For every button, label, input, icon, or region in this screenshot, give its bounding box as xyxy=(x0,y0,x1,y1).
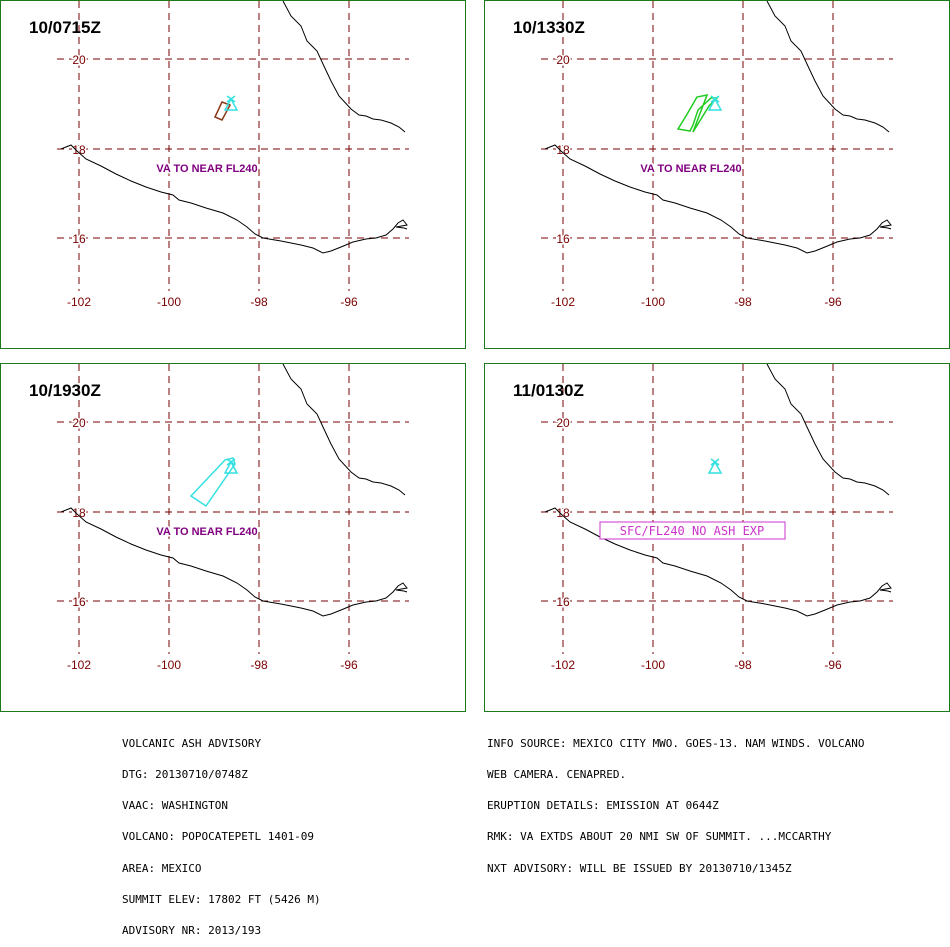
lat-label: 20 xyxy=(556,416,570,430)
advisory-line: VOLCANO: POPOCATEPETL 1401-09 xyxy=(122,830,315,844)
panel-title: 11/0130Z xyxy=(513,381,584,400)
volcano-icon xyxy=(707,460,723,474)
lat-label: 16 xyxy=(556,595,570,609)
advisory-line: NXT ADVISORY: WILL BE ISSUED BY 20130710… xyxy=(487,861,792,875)
advisory-line: VAAC: WASHINGTON xyxy=(122,799,228,813)
lon-label: -96 xyxy=(340,658,358,672)
map-canvas-2: 20 18 16 -102 -100 -98 -96 VA TO NEAR FL240 xyxy=(541,1,893,309)
lon-label: -96 xyxy=(824,658,842,672)
advisory-line: DTG: 20130710/0748Z xyxy=(122,768,248,782)
panel-title: 10/1930Z xyxy=(29,381,101,400)
lon-label: -96 xyxy=(340,295,358,309)
coastline-gulf xyxy=(282,364,406,496)
advisory-line: ADVISORY NR: 2013/193 xyxy=(122,924,262,938)
advisory-line: ERUPTION DETAILS: EMISSION AT 0644Z xyxy=(487,799,719,813)
advisory-line: RMK: VA EXTDS ABOUT 20 NMI SW OF SUMMIT.… xyxy=(487,830,832,844)
lat-label: 16 xyxy=(72,595,86,609)
panel-title: 10/0715Z xyxy=(29,18,101,37)
lon-label: -98 xyxy=(734,658,752,672)
map-canvas-4: 20 18 16 -102 -100 -98 -96 SFC/FL240 NO ASH EXP xyxy=(541,364,893,672)
ash-polygon xyxy=(676,93,719,133)
map-panel-2: 20 18 16 -102 -100 -98 -96 VA TO NEAR FL240 10/… xyxy=(484,0,950,349)
volcano-icon xyxy=(223,460,239,474)
lat-label: 18 xyxy=(72,506,86,520)
lat-label: 20 xyxy=(556,53,570,67)
advisory-left-text: VOLCANIC ASH ADVISORY DTG: 20130710/0748… xyxy=(122,718,321,947)
coastline-pacific xyxy=(60,144,408,254)
volcano-icon xyxy=(226,95,236,103)
map-panel-1: 20 18 16 -102 -100 -98 -96 VA TO NEAR FL240 10/… xyxy=(0,0,466,349)
lon-label: -100 xyxy=(641,658,665,672)
advisory-line: SUMMIT ELEV: 17802 FT (5426 M) xyxy=(122,892,321,906)
advisory-line: VOLCANIC ASH ADVISORY xyxy=(122,736,262,750)
volcano-icon xyxy=(707,97,723,111)
lon-label: -96 xyxy=(824,295,842,309)
ash-polygon xyxy=(189,457,236,508)
map-canvas-3: 20 18 16 -102 -100 -98 -96 VA TO NEAR FL240 xyxy=(57,364,409,672)
map-panel-4: 20 18 16 -102 -100 -98 -96 SFC/FL240 NO ASH EXP… xyxy=(484,363,950,712)
lat-label: 20 xyxy=(72,416,86,430)
coastline-gulf xyxy=(766,1,890,133)
coastline-pacific xyxy=(544,144,892,254)
va-label: VA TO NEAR FL240 xyxy=(156,526,257,538)
lat-label: 20 xyxy=(72,53,86,67)
coastline-pacific xyxy=(60,507,408,617)
lon-label: -98 xyxy=(734,295,752,309)
lat-label: 16 xyxy=(72,232,86,246)
coastline-gulf xyxy=(766,364,890,496)
label-box xyxy=(599,521,786,540)
lon-label: -100 xyxy=(641,295,665,309)
volcano-icon xyxy=(223,97,239,111)
coastline-gulf xyxy=(282,1,406,133)
volcano-icon xyxy=(226,458,236,466)
lon-label: -98 xyxy=(250,658,268,672)
lon-label: -100 xyxy=(157,658,181,672)
lon-label: -102 xyxy=(67,295,91,309)
va-label: VA TO NEAR FL240 xyxy=(640,163,741,175)
lat-label: 18 xyxy=(556,143,570,157)
lon-label: -100 xyxy=(157,295,181,309)
advisory-line: INFO SOURCE: MEXICO CITY MWO. GOES-13. N… xyxy=(487,736,865,750)
volcano-icon xyxy=(710,95,720,103)
lon-label: -102 xyxy=(67,658,91,672)
map-panel-3: 20 18 16 -102 -100 -98 -96 VA TO NEAR FL240 10/… xyxy=(0,363,466,712)
advisory-line: AREA: MEXICO xyxy=(122,861,202,875)
lon-label: -98 xyxy=(250,295,268,309)
no-ash-label: SFC/FL240 NO ASH EXP xyxy=(599,521,786,540)
map-canvas-1: 20 18 16 -102 -100 -98 -96 VA TO NEAR FL240 xyxy=(57,1,409,309)
volcano-icon xyxy=(710,458,720,466)
label-text: SFC/FL240 NO ASH EXP xyxy=(620,524,765,538)
lat-label: 18 xyxy=(72,143,86,157)
va-label: VA TO NEAR FL240 xyxy=(156,163,257,175)
coastline-pacific xyxy=(544,507,892,617)
advisory-right-text: INFO SOURCE: MEXICO CITY MWO. GOES-13. N… xyxy=(487,718,865,885)
lon-label: -102 xyxy=(551,295,575,309)
ash-polygon xyxy=(213,101,232,121)
lat-label: 18 xyxy=(556,506,570,520)
lon-label: -102 xyxy=(551,658,575,672)
advisory-line: WEB CAMERA. CENAPRED. xyxy=(487,768,627,782)
panel-title: 10/1330Z xyxy=(513,18,585,37)
lat-label: 16 xyxy=(556,232,570,246)
